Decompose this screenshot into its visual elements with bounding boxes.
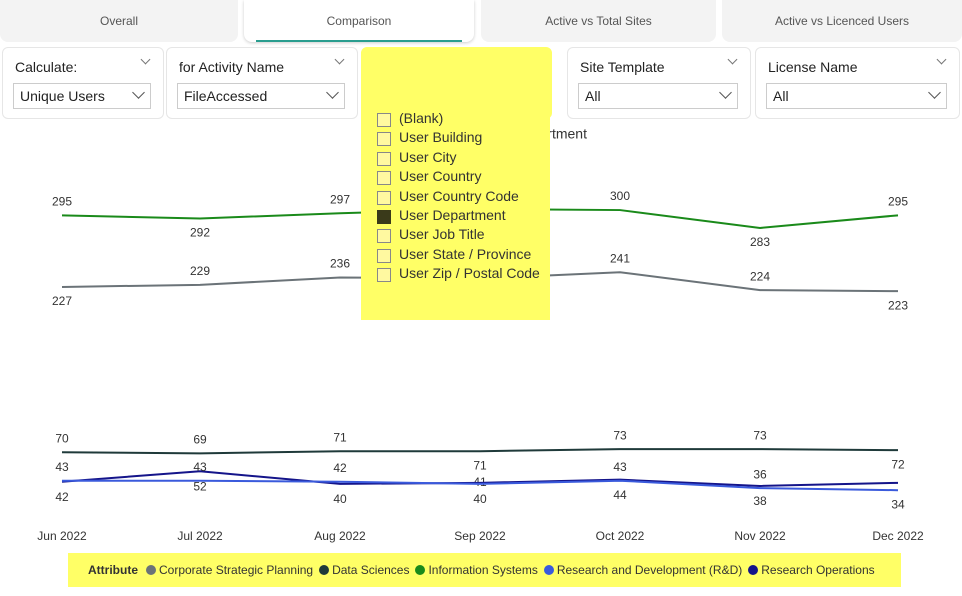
series-line bbox=[61, 470, 899, 487]
x-tick-label: Sep 2022 bbox=[454, 529, 506, 543]
filter-card[interactable]: for Activity Name FileAccessed bbox=[166, 47, 358, 119]
data-label: 43 bbox=[193, 460, 207, 474]
data-label: 72 bbox=[891, 457, 905, 471]
data-label: 44 bbox=[613, 488, 627, 502]
x-tick-label: Jun 2022 bbox=[37, 529, 87, 543]
data-label: 236 bbox=[330, 257, 350, 271]
filter-label: License Name bbox=[768, 59, 858, 75]
option-label[interactable]: User Country Code bbox=[399, 187, 519, 204]
legend-title: Attribute bbox=[88, 563, 138, 577]
data-label: 295 bbox=[888, 195, 908, 209]
legend-label[interactable]: Data Sciences bbox=[332, 563, 410, 577]
series-line bbox=[61, 448, 899, 455]
data-label: 73 bbox=[753, 428, 767, 442]
option-label[interactable]: User City bbox=[399, 148, 457, 165]
dropdown-list[interactable]: (Blank) User Building User City User Countr… bbox=[361, 53, 550, 320]
data-label: 43 bbox=[613, 460, 627, 474]
data-label: 300 bbox=[610, 189, 630, 203]
filter-value[interactable]: FileAccessed bbox=[177, 83, 345, 109]
data-label: 40 bbox=[473, 492, 487, 506]
x-tick-label: Dec 2022 bbox=[872, 529, 924, 543]
option-label[interactable]: User Job Title bbox=[399, 226, 485, 243]
tab[interactable]: Active vs Licenced Users bbox=[722, 0, 962, 42]
legend-marker bbox=[748, 565, 759, 575]
data-label: 71 bbox=[333, 430, 347, 444]
filter-card[interactable]: Calculate: Unique Users bbox=[2, 47, 164, 119]
option-label[interactable]: User Department bbox=[399, 207, 506, 223]
tab[interactable]: Overall bbox=[0, 0, 238, 42]
option-label[interactable]: (Blank) bbox=[399, 110, 444, 126]
option-label[interactable]: User Country bbox=[399, 168, 482, 185]
data-label: 42 bbox=[333, 461, 347, 475]
data-label: 43 bbox=[55, 460, 69, 474]
x-tick-label: Oct 2022 bbox=[596, 529, 645, 543]
data-label: 71 bbox=[473, 458, 487, 472]
legend-marker bbox=[543, 565, 554, 575]
data-label: 224 bbox=[750, 269, 770, 283]
checkbox[interactable] bbox=[377, 132, 391, 147]
legend-label[interactable]: Research Operations bbox=[761, 563, 875, 577]
data-label: 69 bbox=[193, 433, 207, 447]
filter-card[interactable]: Site Template All bbox=[567, 47, 751, 119]
legend-label[interactable]: Research and Development (R&D) bbox=[556, 563, 743, 577]
checkbox[interactable] bbox=[377, 268, 391, 283]
filter-label: Site Template bbox=[580, 59, 665, 75]
x-tick-label: Aug 2022 bbox=[314, 529, 366, 543]
data-label: 34 bbox=[891, 497, 905, 511]
checkbox[interactable] bbox=[377, 210, 391, 224]
series-line bbox=[62, 479, 899, 492]
data-label: 297 bbox=[330, 192, 350, 206]
data-label: 36 bbox=[753, 467, 767, 481]
data-label: 70 bbox=[55, 431, 69, 445]
option-label[interactable]: User Building bbox=[399, 129, 483, 146]
data-label: 241 bbox=[610, 251, 630, 265]
data-label: 52 bbox=[193, 479, 207, 493]
data-label: 283 bbox=[750, 235, 770, 249]
data-label: 229 bbox=[190, 264, 210, 278]
legend-label[interactable]: Information Systems bbox=[428, 563, 538, 577]
checkbox[interactable] bbox=[377, 171, 391, 186]
data-label: 40 bbox=[333, 492, 347, 506]
data-label: 227 bbox=[52, 294, 72, 308]
x-tick-label: Jul 2022 bbox=[177, 529, 223, 543]
legend: Attribute Corporate Strategic Planning Da… bbox=[68, 553, 901, 587]
data-label: 42 bbox=[55, 490, 69, 504]
tab[interactable]: Active vs Total Sites bbox=[481, 0, 716, 42]
legend-marker bbox=[146, 565, 156, 575]
checkbox[interactable] bbox=[377, 190, 391, 205]
filter-card[interactable]: License Name All bbox=[755, 47, 960, 119]
filter-label: for Activity Name bbox=[179, 59, 285, 75]
checkbox[interactable] bbox=[377, 113, 391, 127]
checkbox[interactable] bbox=[377, 248, 391, 263]
tab[interactable]: Comparison bbox=[244, 0, 474, 42]
filter-label: Calculate: bbox=[15, 59, 78, 75]
option-label[interactable]: User Zip / Postal Code bbox=[399, 265, 540, 282]
legend-label[interactable]: Corporate Strategic Planning bbox=[159, 563, 314, 577]
data-label: 295 bbox=[52, 195, 72, 209]
legend-marker bbox=[319, 565, 330, 575]
checkbox[interactable] bbox=[377, 229, 391, 244]
legend-marker bbox=[415, 565, 426, 575]
filter-value[interactable]: Unique Users bbox=[13, 83, 151, 109]
option-label[interactable]: User State / Province bbox=[399, 245, 532, 262]
x-tick-label: Nov 2022 bbox=[734, 529, 786, 543]
data-label: 38 bbox=[753, 494, 767, 508]
filter-value[interactable]: All bbox=[578, 83, 738, 109]
data-label: 73 bbox=[613, 428, 627, 442]
data-label: 223 bbox=[888, 298, 908, 312]
checkbox[interactable] bbox=[377, 151, 391, 166]
data-label: 292 bbox=[190, 226, 210, 240]
filter-value[interactable]: All bbox=[766, 83, 947, 109]
